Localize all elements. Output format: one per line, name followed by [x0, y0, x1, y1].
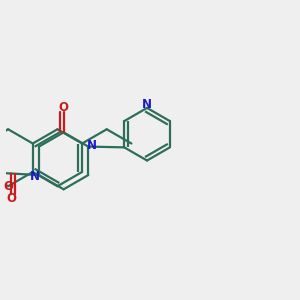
- Text: O: O: [3, 180, 13, 193]
- Text: N: N: [87, 139, 97, 152]
- Text: O: O: [6, 192, 16, 205]
- Text: O: O: [58, 101, 69, 114]
- Text: N: N: [142, 98, 152, 111]
- Text: N: N: [30, 170, 40, 183]
